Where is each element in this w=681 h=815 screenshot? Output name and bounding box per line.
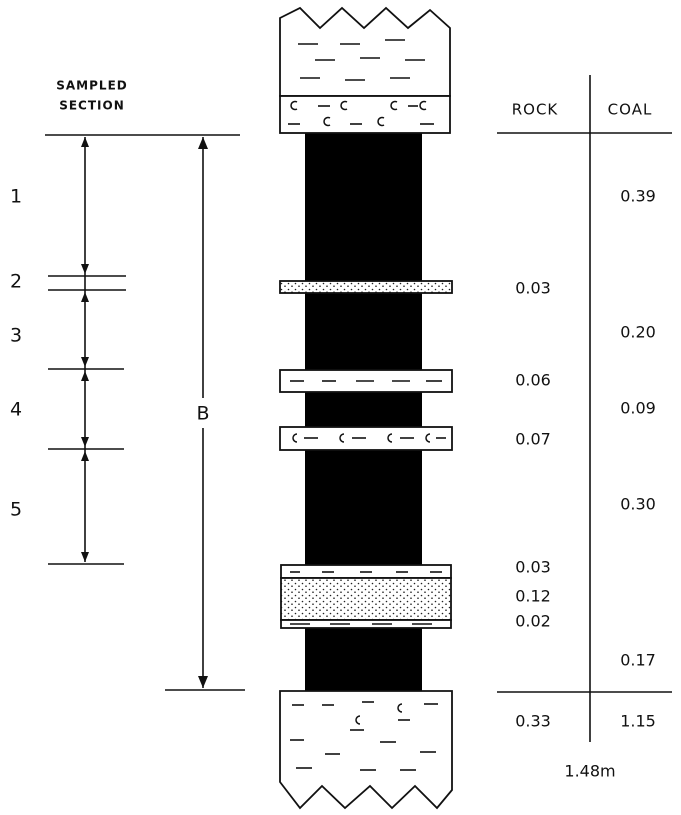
rock-total: 0.33: [515, 712, 551, 731]
unit-label: 3: [10, 325, 22, 347]
section-label: SECTION: [59, 99, 125, 113]
coal-thickness: 0.17: [620, 651, 656, 670]
b-label: B: [196, 403, 209, 425]
unit-label: 5: [10, 499, 22, 521]
coal-total: 1.15: [620, 712, 656, 731]
unit-label: 2: [10, 271, 22, 293]
sampled-label: SAMPLED: [56, 79, 127, 93]
coal-thickness: 0.20: [620, 323, 656, 342]
floor-shale: [280, 691, 452, 808]
sand-parting: [280, 281, 452, 293]
roof-shale: [280, 8, 450, 96]
rock-thickness: 0.02: [515, 612, 551, 631]
page: SAMPLED SECTION B 1 2 3 4 5: [0, 0, 681, 815]
rock-thickness: 0.06: [515, 371, 551, 390]
coal-thickness: 0.09: [620, 399, 656, 418]
rock-thickness: 0.03: [515, 279, 551, 298]
rock-thickness: 0.03: [515, 558, 551, 577]
coal-thickness: 0.39: [620, 187, 656, 206]
arrowheads: [81, 137, 208, 688]
rock-header: ROCK: [512, 101, 559, 119]
rock-thickness: 0.12: [515, 587, 551, 606]
grand-total: 1.48m: [564, 762, 615, 781]
unit-label: 4: [10, 399, 22, 421]
sandstone-parting: [281, 578, 451, 620]
table-rows: 0.39 0.03 0.20 0.06 0.09 0.07 0.30 0.03 0.12 0.02…: [515, 187, 656, 670]
coal-thickness: 0.30: [620, 495, 656, 514]
rock-thickness: 0.07: [515, 430, 551, 449]
unit-label: 1: [10, 186, 22, 208]
stratigraphic-column-diagram: SAMPLED SECTION B 1 2 3 4 5: [0, 0, 681, 815]
coal-header: COAL: [608, 101, 653, 119]
